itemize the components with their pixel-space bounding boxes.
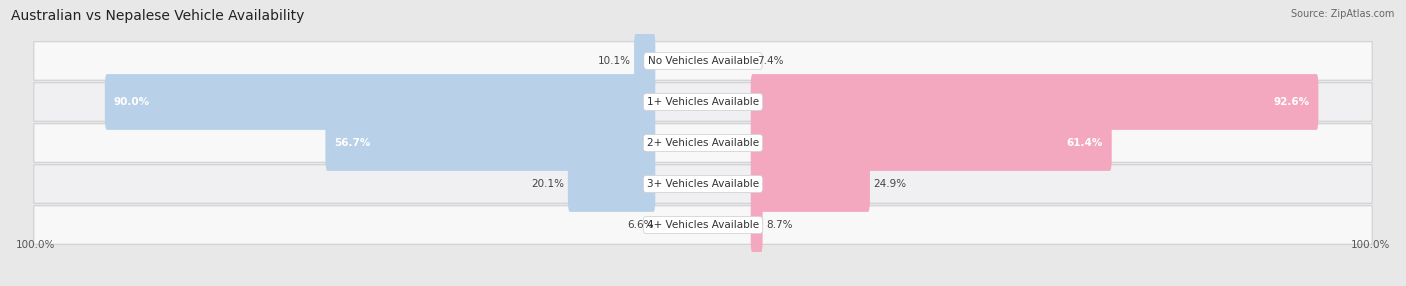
Text: 3+ Vehicles Available: 3+ Vehicles Available bbox=[647, 179, 759, 189]
Text: Source: ZipAtlas.com: Source: ZipAtlas.com bbox=[1291, 9, 1395, 19]
FancyBboxPatch shape bbox=[751, 156, 870, 212]
Text: 2+ Vehicles Available: 2+ Vehicles Available bbox=[647, 138, 759, 148]
Text: 100.0%: 100.0% bbox=[15, 241, 55, 251]
Text: 92.6%: 92.6% bbox=[1274, 97, 1310, 107]
FancyBboxPatch shape bbox=[34, 42, 1372, 80]
FancyBboxPatch shape bbox=[568, 156, 655, 212]
FancyBboxPatch shape bbox=[34, 206, 1372, 244]
Text: 61.4%: 61.4% bbox=[1067, 138, 1104, 148]
FancyBboxPatch shape bbox=[751, 74, 1319, 130]
FancyBboxPatch shape bbox=[751, 197, 762, 253]
FancyBboxPatch shape bbox=[34, 165, 1372, 203]
FancyBboxPatch shape bbox=[751, 115, 1112, 171]
Text: 8.7%: 8.7% bbox=[766, 220, 793, 230]
FancyBboxPatch shape bbox=[34, 83, 1372, 121]
FancyBboxPatch shape bbox=[634, 33, 655, 89]
Text: No Vehicles Available: No Vehicles Available bbox=[648, 56, 758, 66]
Text: 10.1%: 10.1% bbox=[598, 56, 631, 66]
Text: 20.1%: 20.1% bbox=[531, 179, 565, 189]
Text: 90.0%: 90.0% bbox=[114, 97, 149, 107]
Text: 7.4%: 7.4% bbox=[758, 56, 783, 66]
Text: 4+ Vehicles Available: 4+ Vehicles Available bbox=[647, 220, 759, 230]
Text: 24.9%: 24.9% bbox=[873, 179, 907, 189]
FancyBboxPatch shape bbox=[34, 124, 1372, 162]
Text: 100.0%: 100.0% bbox=[1351, 241, 1391, 251]
FancyBboxPatch shape bbox=[325, 115, 655, 171]
Text: 56.7%: 56.7% bbox=[335, 138, 370, 148]
FancyBboxPatch shape bbox=[105, 74, 655, 130]
Text: 1+ Vehicles Available: 1+ Vehicles Available bbox=[647, 97, 759, 107]
Text: 6.6%: 6.6% bbox=[627, 220, 654, 230]
Text: Australian vs Nepalese Vehicle Availability: Australian vs Nepalese Vehicle Availabil… bbox=[11, 9, 305, 23]
